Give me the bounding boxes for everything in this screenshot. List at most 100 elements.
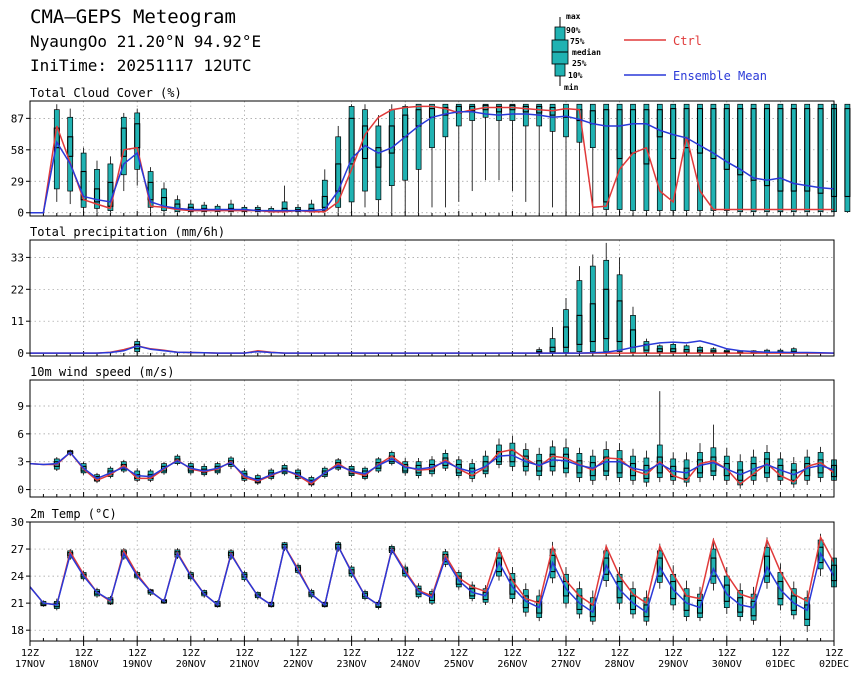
- cloud-box: [335, 125, 342, 213]
- cloud-box-inner: [844, 108, 851, 198]
- temp-ytick-label: 21: [11, 597, 24, 610]
- precip-ytick-label: 11: [11, 315, 24, 328]
- time-axis-date-label: 02DEC: [819, 659, 849, 670]
- time-axis-date-label: 17NOV: [15, 659, 45, 670]
- precip-box: [656, 344, 663, 354]
- time-axis-date-label: 22NOV: [283, 659, 313, 670]
- cloud-box-inner: [589, 110, 596, 125]
- cloud-box-inner: [134, 123, 141, 149]
- temp-box: [629, 581, 637, 619]
- precip-box-inner: [589, 303, 596, 343]
- time-axis-hour-label: 12Z: [718, 648, 736, 659]
- time-axis-date-label: 30NOV: [712, 659, 742, 670]
- cloud-box-inner: [683, 108, 690, 149]
- precip-panel-frame: [29, 239, 835, 357]
- cloud-box-inner: [348, 117, 355, 165]
- temp-box: [710, 538, 717, 591]
- station-location: NyaungOo 21.20°N 94.92°E: [30, 32, 262, 51]
- cloud-box: [214, 204, 221, 213]
- cloud-box-outer: [509, 103, 516, 121]
- temp-ytick-label: 30: [11, 516, 24, 529]
- cloud-box: [93, 160, 101, 213]
- cloud-box: [455, 103, 462, 202]
- time-axis-date-label: 24NOV: [390, 659, 420, 670]
- precip-box: [562, 298, 570, 354]
- cloud-box: [763, 103, 771, 213]
- cloud-box-inner: [737, 108, 744, 176]
- wind-box: [750, 449, 757, 485]
- time-axis-hour-label: 12Z: [396, 648, 414, 659]
- cloud-ytick-label: 29: [11, 175, 24, 188]
- cloud-box: [536, 103, 543, 213]
- precip-ytick-label: 33: [11, 251, 24, 264]
- temp-ytick-label: 27: [11, 543, 24, 556]
- cloud-box: [254, 205, 261, 213]
- cloud-box-inner: [777, 108, 784, 192]
- temp-box-inner: [495, 557, 503, 573]
- cloud-box-outer: [589, 103, 596, 149]
- wind-panel-title: 10m wind speed (m/s): [30, 365, 175, 379]
- time-axis-hour-label: 12Z: [235, 648, 253, 659]
- cloud-box: [107, 156, 114, 213]
- time-axis-hour-label: 12Z: [557, 648, 575, 659]
- precip-box-inner: [683, 349, 690, 353]
- legend-max-label: max: [566, 12, 581, 21]
- precip-box-inner: [549, 346, 556, 353]
- precip-box-inner: [696, 349, 704, 353]
- cloud-box: [549, 103, 556, 208]
- cloud-box: [844, 103, 851, 213]
- precip-box-inner: [710, 350, 717, 353]
- precip-mean-line: [30, 340, 835, 354]
- cloud-box: [723, 103, 730, 213]
- cloud-box: [683, 103, 690, 213]
- cloud-box-inner: [656, 109, 663, 138]
- cloud-box-inner: [710, 108, 717, 160]
- cloud-box: [804, 103, 811, 213]
- wind-box: [616, 443, 623, 483]
- cloud-box-outer: [563, 103, 569, 138]
- time-axis-date-label: 20NOV: [176, 659, 206, 670]
- precip-box-inner: [576, 314, 583, 345]
- cloud-ctrl-line: [30, 105, 834, 214]
- time-axis-hour-label: 12Z: [611, 648, 629, 659]
- legend-ctrl-label: Ctrl: [673, 34, 702, 48]
- legend-box-glyph: [551, 17, 569, 86]
- temp-box: [576, 581, 583, 619]
- time-axis-hour-label: 12Z: [771, 648, 789, 659]
- precip-box: [670, 341, 677, 354]
- precip-box-inner: [603, 288, 610, 340]
- cloud-box-inner: [616, 109, 623, 160]
- wind-box: [482, 450, 489, 478]
- cloud-box: [495, 103, 503, 181]
- cloud-box-inner: [321, 195, 328, 208]
- time-axis-hour-label: 12Z: [664, 648, 682, 659]
- cloud-box-inner: [643, 109, 650, 165]
- cloud-box-inner: [723, 108, 730, 170]
- cloud-box: [469, 103, 476, 192]
- time-axis-hour-label: 12Z: [450, 648, 468, 659]
- temp-box: [804, 590, 811, 632]
- cloud-box-inner: [629, 109, 637, 154]
- cloud-box: [375, 115, 382, 213]
- cloud-box-inner: [428, 108, 436, 118]
- temp-panel: 2m Temp (°C) 18 21 24 27 30: [11, 507, 838, 642]
- init-time: IniTime: 20251117 12UTC: [30, 56, 252, 75]
- time-axis-hour-label: 12Z: [182, 648, 200, 659]
- cloud-box-outer: [522, 103, 529, 127]
- cloud-box-outer: [321, 179, 328, 211]
- legend-p25-label: 25%: [572, 59, 587, 68]
- time-axis-hour-label: 12Z: [825, 648, 843, 659]
- cloud-box: [616, 103, 623, 213]
- wind-ytick-label: 9: [17, 400, 24, 413]
- cloud-box-inner: [120, 127, 127, 157]
- time-axis-date-label: 27NOV: [551, 659, 581, 670]
- time-axis-date-label: 21NOV: [229, 659, 259, 670]
- cloud-box-inner: [415, 109, 422, 127]
- time-axis-hour-label: 12Z: [21, 648, 39, 659]
- precip-box: [603, 242, 610, 354]
- temp-ytick-label: 18: [11, 624, 24, 637]
- cloud-box: [777, 103, 784, 213]
- time-axis-date-label: 23NOV: [337, 659, 367, 670]
- precip-box: [576, 266, 583, 354]
- precip-panel: Total precipitation (mm/6h) 0 11 22 33: [11, 225, 835, 360]
